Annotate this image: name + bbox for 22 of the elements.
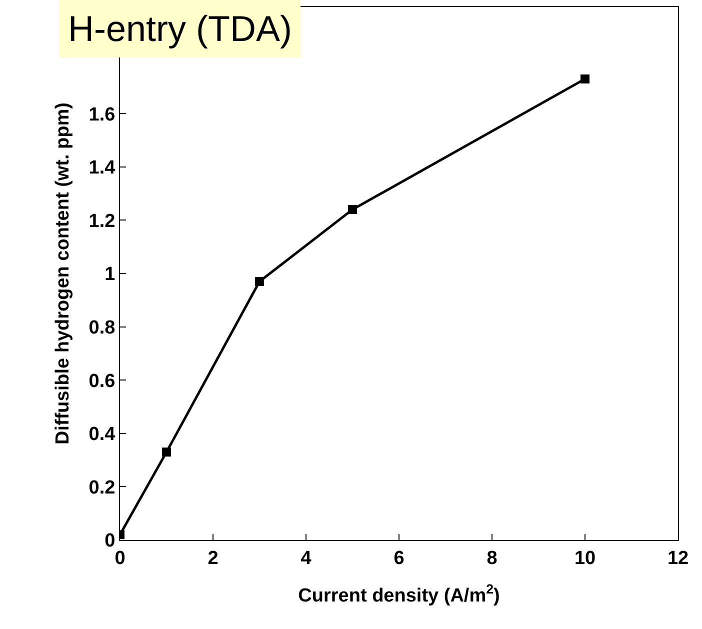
x-tick-label: 4 — [300, 548, 312, 569]
chart-title: H-entry (TDA) — [68, 8, 292, 49]
y-tick-label: 0.2 — [88, 477, 116, 498]
x-tick-label: 10 — [574, 548, 596, 569]
x-tick-label: 12 — [667, 548, 689, 569]
y-tick-label: 1.4 — [88, 158, 116, 179]
x-axis-title: Current density (A/m$^{2}$) — [298, 582, 500, 607]
y-tick-label: 0 — [104, 530, 116, 552]
point — [348, 205, 357, 214]
point — [162, 448, 171, 457]
y-tick-label: 0.6 — [88, 370, 116, 392]
point — [255, 277, 264, 286]
y-tick-label: 1.6 — [88, 104, 116, 126]
y-tick-label: 1.2 — [88, 210, 116, 232]
y-tick-label: 0.8 — [88, 317, 116, 338]
x-tick-label: 8 — [486, 548, 498, 569]
x-tick-label: 2 — [208, 548, 218, 569]
point — [580, 74, 590, 84]
y-tick-label: 1 — [104, 264, 116, 286]
y-tick-label: 0.4 — [88, 424, 116, 446]
y-axis-title: Diffusible hydrogen content (wt. ppm) — [52, 102, 74, 444]
x-tick-label: 6 — [394, 548, 404, 569]
